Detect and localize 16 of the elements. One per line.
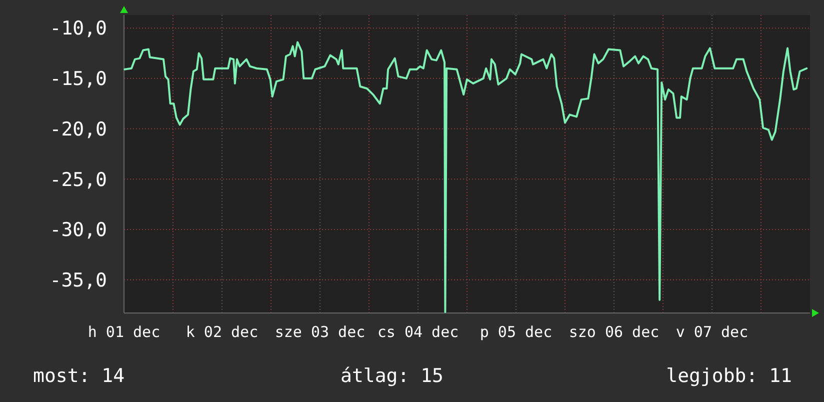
x-tick-label: sze 03 dec bbox=[274, 323, 366, 341]
x-tick-label: v 07 dec bbox=[676, 323, 748, 341]
x-tick-label: cs 04 dec bbox=[377, 323, 459, 341]
y-tick-label: -25,0 bbox=[50, 168, 107, 191]
x-tick-label: p 05 dec bbox=[480, 323, 552, 341]
x-tick-label: szo 06 dec bbox=[568, 323, 660, 341]
x-tick-label: k 02 dec bbox=[186, 323, 258, 341]
text: most: 14 bbox=[33, 365, 125, 387]
text: átlag: 15 bbox=[340, 365, 444, 387]
x-tick-label: h 01 dec bbox=[88, 323, 160, 341]
y-tick-label: -20,0 bbox=[50, 118, 107, 140]
text: legjobb: 11 bbox=[666, 365, 792, 387]
y-tick-label: -35,0 bbox=[50, 269, 107, 292]
y-tick-label: -10,0 bbox=[50, 18, 107, 40]
y-tick-label: -30,0 bbox=[50, 219, 107, 242]
y-tick-label: -15,0 bbox=[50, 68, 107, 90]
